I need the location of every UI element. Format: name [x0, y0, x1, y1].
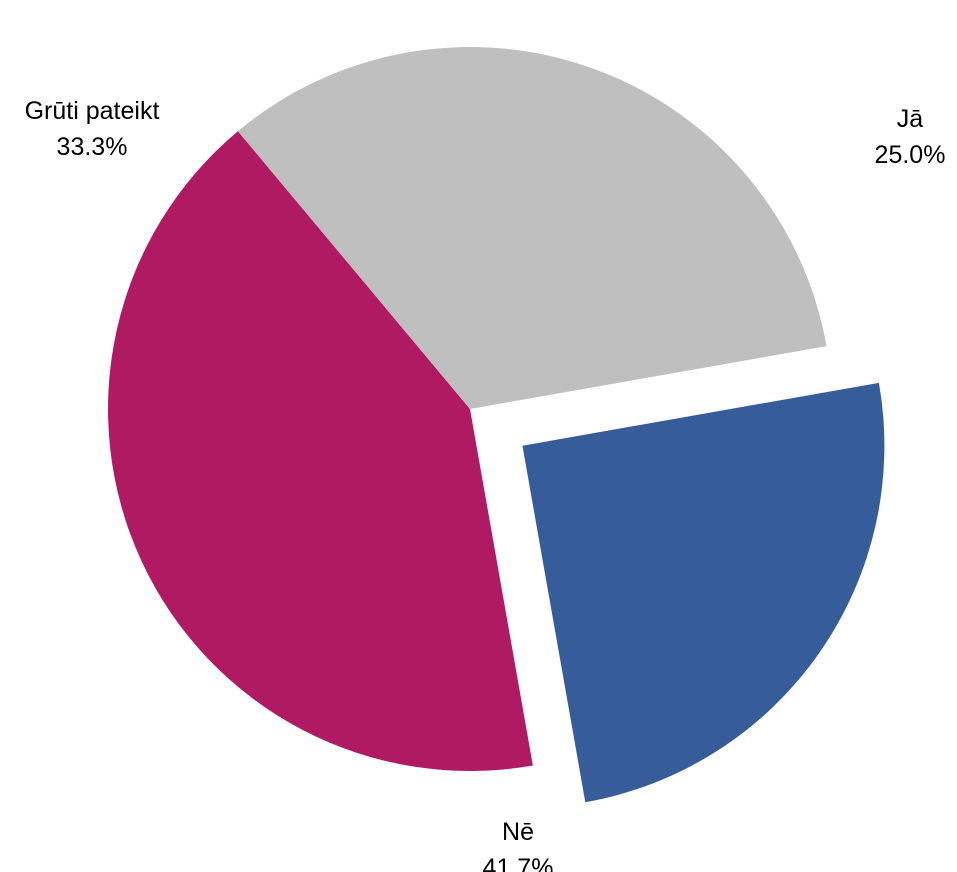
- slice-value-ne: 41.7%: [483, 854, 554, 872]
- pie-labels: Jā 25.0% Nē 41.7% Grūti pateikt 33.3%: [25, 97, 946, 872]
- slice-label-gruti-pateikt: Grūti pateikt: [25, 97, 160, 125]
- slice-label-ne: Nē: [502, 818, 534, 846]
- slice-label-ja: Jā: [897, 105, 924, 133]
- pie-slice-gruti-pateikt: [237, 47, 827, 410]
- slice-value-ja: 25.0%: [875, 141, 946, 169]
- pie-slice-ne: [108, 131, 533, 771]
- slice-value-gruti-pateikt: 33.3%: [57, 133, 128, 161]
- pie-slice-ja: [522, 382, 885, 803]
- pie-slices: [108, 47, 885, 803]
